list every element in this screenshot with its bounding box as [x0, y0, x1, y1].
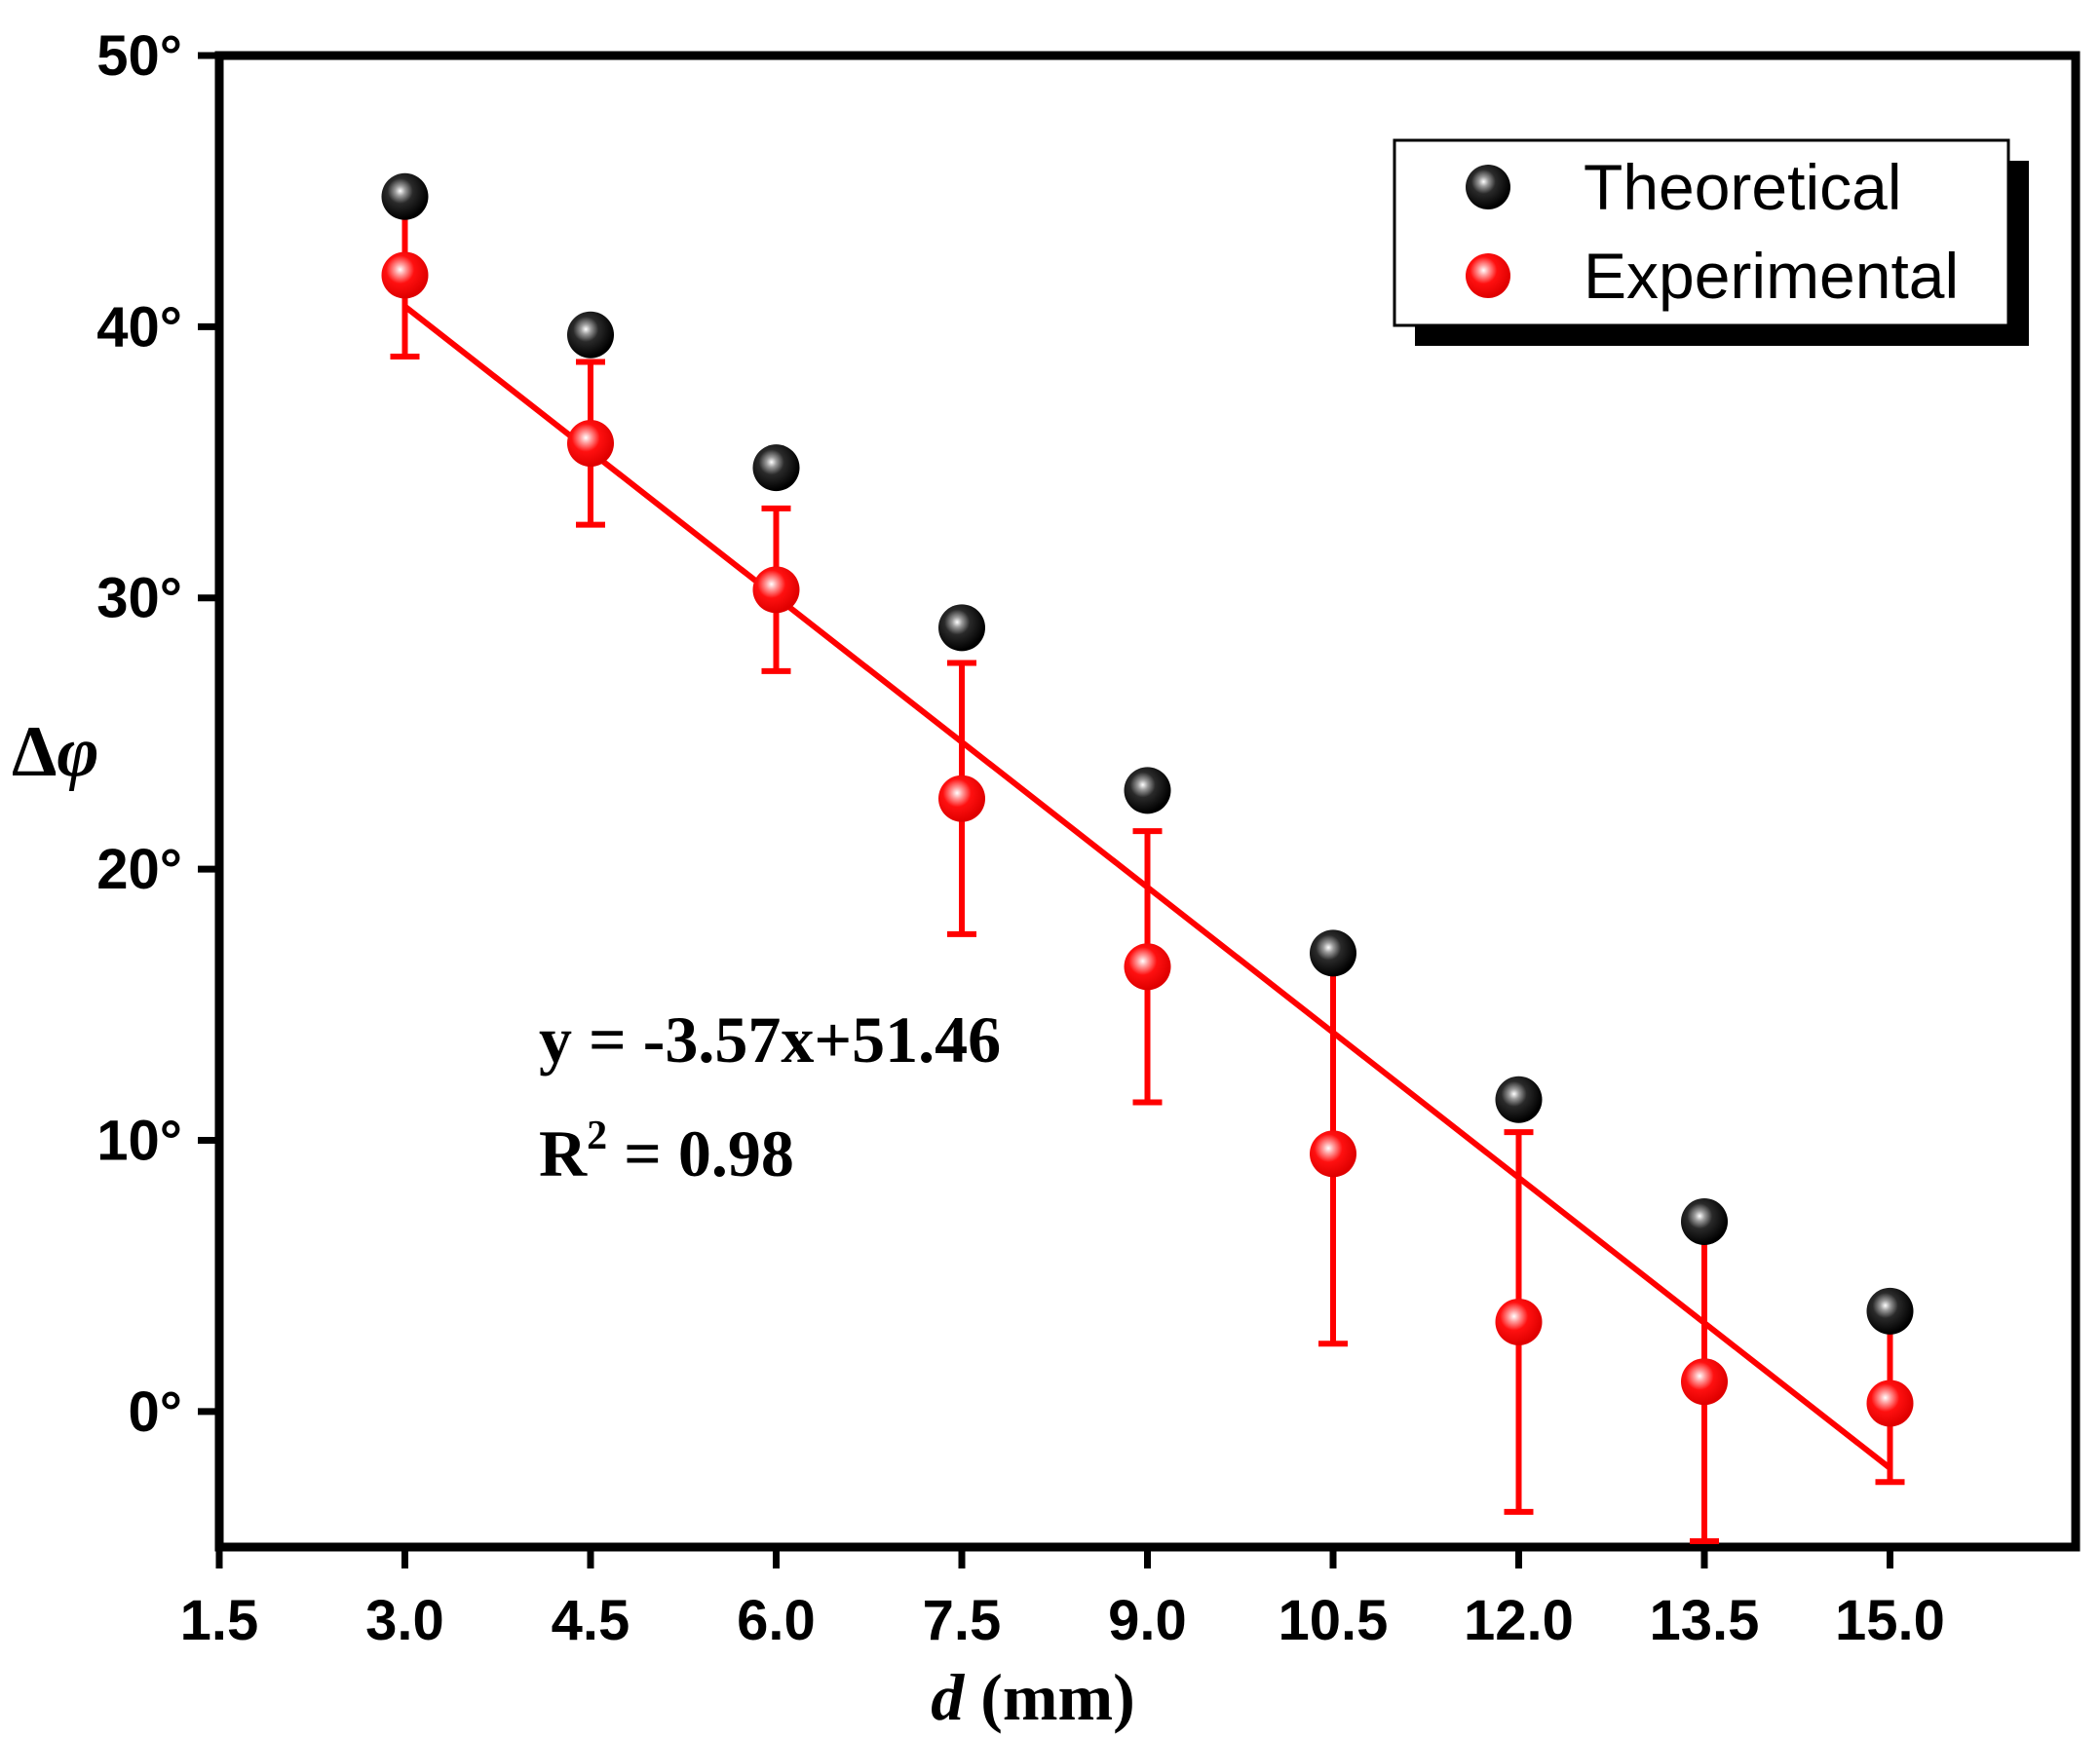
x-tick-label: 7.5	[923, 1589, 1002, 1652]
theoretical-point	[938, 604, 985, 652]
experimental-point	[567, 420, 614, 468]
theoretical-point	[381, 172, 429, 220]
legend-marker-theoretical	[1466, 165, 1510, 209]
fit-r-squared: R2 = 0.98	[539, 1114, 794, 1190]
delta-symbol: Δ	[12, 712, 57, 792]
theoretical-point	[1866, 1287, 1914, 1335]
theoretical-point	[567, 311, 614, 359]
legend-label-theoretical: Theoretical	[1584, 151, 1902, 223]
experimental-point	[1310, 1130, 1356, 1178]
legend: Theoretical Experimental	[1393, 138, 2029, 346]
x-tick-label: 3.0	[365, 1589, 444, 1652]
legend-marker-experimental	[1466, 253, 1510, 298]
experimental-point	[1866, 1379, 1914, 1427]
x-tick-label: 9.0	[1108, 1589, 1187, 1652]
experimental-point	[381, 251, 429, 299]
y-axis-label: Δφ	[12, 712, 99, 792]
experimental-point	[1681, 1358, 1728, 1406]
legend-label-experimental: Experimental	[1584, 240, 1959, 312]
fit-equation: y = -3.57x+51.46	[539, 1002, 1001, 1077]
experimental-point	[752, 566, 800, 614]
y-tick-label: 0°	[129, 1380, 182, 1444]
x-tick-label: 13.5	[1650, 1589, 1760, 1652]
x-tick-label: 10.5	[1279, 1589, 1389, 1652]
theoretical-point	[1310, 929, 1356, 977]
theoretical-point	[752, 444, 800, 492]
y-tick-label: 40°	[96, 295, 182, 359]
y-tick-label: 50°	[96, 24, 182, 88]
y-tick-label: 10°	[96, 1109, 182, 1172]
y-tick-label: 20°	[96, 838, 182, 901]
theoretical-point	[1124, 767, 1171, 814]
experimental-point	[1124, 943, 1171, 991]
x-tick-label: 15.0	[1835, 1589, 1945, 1652]
x-axis-label: d (mm)	[931, 1660, 1135, 1734]
x-tick-label: 1.5	[180, 1589, 259, 1652]
x-tick-label: 6.0	[737, 1589, 816, 1652]
experimental-point	[938, 775, 985, 822]
experimental-point	[1495, 1298, 1543, 1345]
theoretical-point	[1681, 1197, 1728, 1245]
x-tick-label: 4.5	[552, 1589, 630, 1652]
x-tick-label: 12.0	[1464, 1589, 1574, 1652]
y-tick-label: 30°	[96, 567, 182, 630]
theoretical-point	[1495, 1076, 1543, 1123]
